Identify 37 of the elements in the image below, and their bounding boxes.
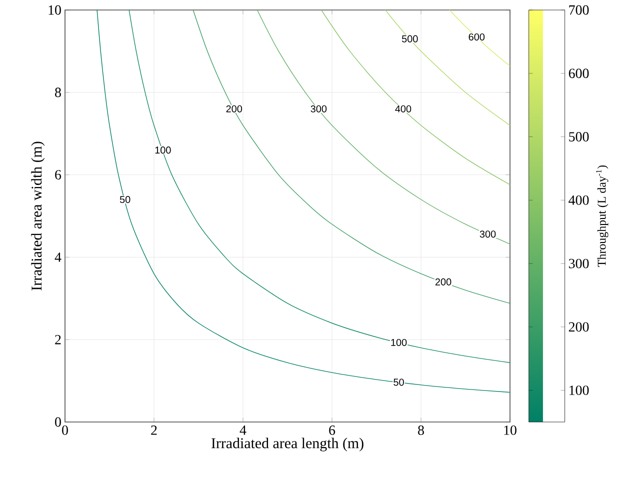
x-tick-label: 4	[240, 426, 246, 435]
series-label: 200	[435, 278, 452, 286]
x-axis-title: Irradiated area length (m)	[212, 438, 364, 452]
line-series	[385, 10, 510, 126]
x-tick-label: 8	[418, 426, 424, 435]
y-tick-label: 2	[55, 334, 61, 344]
color-bar-label: 500	[569, 132, 589, 142]
text: 50	[120, 196, 130, 204]
y-tick-label: 8	[55, 88, 61, 98]
text: 100	[155, 146, 171, 154]
line-series	[192, 10, 510, 304]
series-label: 400	[395, 105, 412, 112]
series-label: 600	[468, 33, 485, 41]
series-label: 50	[394, 378, 404, 386]
text: 300	[310, 105, 327, 112]
text: 200	[226, 105, 242, 112]
color-bar-label: 400	[568, 195, 589, 205]
series-label: 300	[480, 230, 496, 238]
x-tick-label: 6	[329, 426, 336, 435]
color-bar-title: Throughput (L day$^{-1}$)	[596, 165, 608, 267]
x-tick-label: 0	[62, 426, 68, 435]
line-series	[449, 10, 510, 66]
series-label: 500	[402, 35, 418, 42]
y-axis-title: Irradiated area width (m)	[31, 142, 45, 290]
color-bar-label: 600	[568, 68, 589, 78]
y-tick-label: 6	[55, 170, 62, 180]
y-tick-label: 10	[48, 5, 61, 15]
series-label: 100	[391, 338, 407, 346]
color-bar-label: 700	[569, 5, 589, 15]
color-bar-label: 200	[568, 322, 589, 332]
color-bar-label: 100	[570, 386, 589, 396]
x-tick-label: 2	[151, 426, 157, 435]
color-bar-label: 300	[568, 258, 589, 268]
y-tick-label: 0	[55, 417, 61, 427]
x-tick-label: 10	[504, 426, 516, 435]
line-series	[256, 10, 510, 244]
y-tick-label: 4	[54, 252, 62, 262]
